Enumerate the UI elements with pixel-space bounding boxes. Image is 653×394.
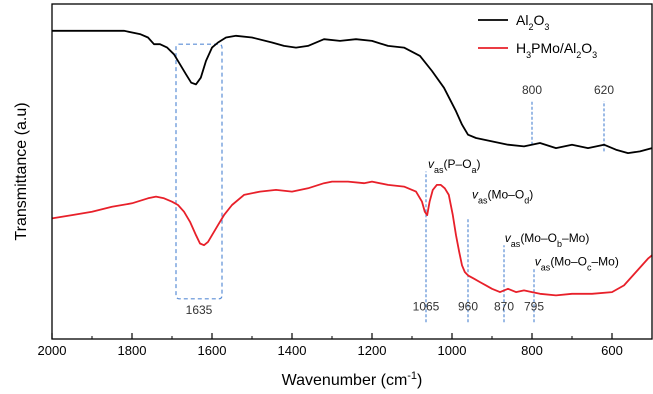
band-assignment-label: vas(Mo–Oc–Mo) xyxy=(535,254,619,272)
band-assignment-label: vas(P–Oa) xyxy=(428,157,481,175)
peak-label-1635: 1635 xyxy=(186,303,213,317)
series-layer xyxy=(51,29,653,297)
text-part: ) xyxy=(477,157,481,171)
x-tick-label: 600 xyxy=(601,343,623,358)
x-tick-label: 1000 xyxy=(438,343,467,358)
subscript: b xyxy=(557,239,562,249)
text-part: v xyxy=(428,157,435,171)
series-line-al2o3 xyxy=(52,29,653,154)
text-part: (P–O xyxy=(444,157,472,171)
band-assignment-label: vas(Mo–Od) xyxy=(472,187,533,205)
text-part: v xyxy=(472,187,479,201)
text-part: ) xyxy=(529,187,533,201)
subscript: d xyxy=(524,195,529,205)
x-tick-label: 1800 xyxy=(118,343,147,358)
x-tick-label: 1200 xyxy=(358,343,387,358)
subscript: 2 xyxy=(528,22,533,32)
subscript: a xyxy=(472,165,477,175)
text-part: PMo/Al xyxy=(531,40,576,56)
text-part: v xyxy=(505,231,512,245)
x-tick-label: 800 xyxy=(521,343,543,358)
text-part: O xyxy=(533,12,544,28)
y-axis-label: Transmittance (a.u) xyxy=(13,102,30,240)
text-part: (Mo–O xyxy=(550,254,587,268)
subscript: as xyxy=(478,195,488,205)
x-tick-label: 1600 xyxy=(198,343,227,358)
legend-entry-label: Al2O3 xyxy=(516,12,549,32)
peak-label-870: 870 xyxy=(494,299,514,313)
axes-layer: 2000 1800 1600 1400 1200 1000 800 600 xyxy=(38,333,623,358)
series-line-h3pmo-al2o3 xyxy=(51,180,653,297)
x-tick-label: 2000 xyxy=(38,343,67,358)
peak-label-795: 795 xyxy=(524,299,544,313)
subscript: 2 xyxy=(576,50,581,60)
peak-label-960: 960 xyxy=(458,299,478,313)
peak-label-800: 800 xyxy=(522,83,542,97)
text-part: H xyxy=(516,40,526,56)
peak-label-1065: 1065 xyxy=(413,299,440,313)
text-part: (Mo–O xyxy=(488,187,525,201)
text-part: v xyxy=(535,254,542,268)
text-part: –Mo) xyxy=(592,254,619,268)
subscript: as xyxy=(511,239,521,249)
subscript: 3 xyxy=(592,50,597,60)
plot-frame xyxy=(51,3,653,340)
subscript: c xyxy=(587,262,592,272)
subscript: 3 xyxy=(544,22,549,32)
subscript: 3 xyxy=(526,50,531,60)
text-part: (Mo–O xyxy=(520,231,557,245)
x-axis-label-superscript: -1 xyxy=(407,370,417,382)
peak-1635-box xyxy=(175,43,223,300)
text-part: –Mo) xyxy=(562,231,589,245)
band-assignment-label: vas(Mo–Ob–Mo) xyxy=(505,231,590,249)
peak-label-620: 620 xyxy=(594,83,614,97)
x-tick-label: 1400 xyxy=(278,343,307,358)
text-part: O xyxy=(581,40,592,56)
text-part: Al xyxy=(516,12,528,28)
subscript: as xyxy=(434,165,444,175)
x-axis-label: Wavenumber (cm-1) xyxy=(282,370,423,389)
legend-entry-label: H3PMo/Al2O3 xyxy=(516,40,597,60)
subscript: as xyxy=(541,262,551,272)
